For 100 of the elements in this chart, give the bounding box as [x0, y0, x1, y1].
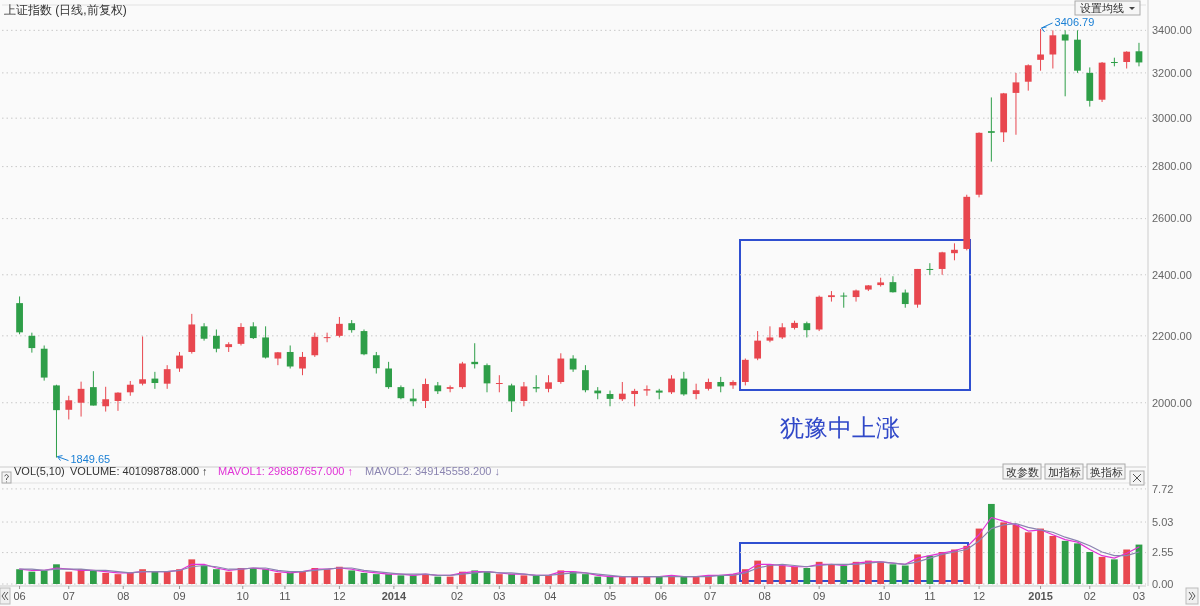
- x-tick-label: 12: [333, 590, 346, 602]
- bar: [877, 561, 885, 584]
- y-tick-label: 2000.00: [1152, 396, 1192, 409]
- candlestick: [163, 364, 171, 390]
- bar: [951, 549, 958, 584]
- x-tick-label: 10: [878, 590, 891, 602]
- bar: [495, 574, 503, 584]
- x-tick-label: 2015: [1028, 590, 1053, 602]
- x-tick-label: 03: [1132, 590, 1146, 602]
- bar: [176, 569, 183, 584]
- candlestick: [495, 374, 503, 393]
- bar: [1000, 522, 1008, 584]
- bar: [299, 571, 306, 584]
- bar: [1074, 543, 1081, 584]
- bar: [286, 572, 294, 584]
- bar: [262, 569, 269, 584]
- bar: [631, 576, 639, 584]
- annotation: VOLUME: 401098788.000 ↑: [70, 465, 208, 477]
- x-tick-label: 2014: [381, 590, 407, 602]
- bar: [213, 569, 220, 584]
- bar: [114, 574, 122, 584]
- bar: [889, 564, 897, 584]
- bar: [508, 574, 515, 584]
- y-tick-label: 3200.00: [1152, 66, 1192, 79]
- candlestick: [299, 351, 306, 376]
- bar: [139, 569, 146, 584]
- candlestick: [1024, 63, 1032, 92]
- candlestick: [286, 344, 294, 369]
- y-tick-label: 2600.00: [1152, 212, 1192, 225]
- candlestick: [336, 316, 343, 338]
- bar: [1049, 535, 1057, 584]
- chart-title: 上证指数 (日线,前复权): [4, 3, 127, 17]
- x-tick-label: 05: [603, 590, 617, 602]
- candlestick: [1061, 29, 1069, 97]
- candlestick: [926, 262, 934, 276]
- candlestick: [1049, 29, 1057, 70]
- bar: [422, 574, 429, 584]
- candlestick: [139, 335, 146, 386]
- candlestick: [987, 96, 995, 163]
- candlestick: [459, 361, 466, 390]
- bar: [692, 576, 700, 584]
- bar: [815, 561, 823, 584]
- annotation: 换指标: [1089, 465, 1123, 478]
- candlestick: [901, 289, 909, 309]
- bar: [582, 574, 589, 584]
- bar: [434, 576, 442, 584]
- candlestick: [520, 381, 528, 407]
- y-tick-label: 2800.00: [1152, 160, 1192, 173]
- annotation: MAVOL1: 298887657.000 ↑: [218, 465, 353, 477]
- candlestick: [766, 325, 774, 343]
- bar: [1110, 559, 1118, 584]
- x-tick-label: 07: [62, 590, 75, 602]
- x-tick-label: 09: [813, 590, 826, 602]
- annotation: MAVOL2: 349145558.200 ↓: [365, 465, 500, 477]
- bar: [1061, 540, 1069, 584]
- candlestick: [90, 370, 97, 407]
- x-tick-label: 03: [493, 590, 506, 602]
- candlestick: [65, 395, 73, 420]
- bar: [594, 576, 602, 584]
- x-tick-label: 04: [544, 590, 557, 602]
- candlestick: [262, 325, 269, 360]
- candlestick: [176, 351, 183, 373]
- x-tick-label: 06: [13, 590, 26, 602]
- y-tick-label: 2.55: [1152, 546, 1174, 559]
- bar: [520, 575, 528, 584]
- annotation: 设置均线: [1080, 2, 1124, 14]
- bar: [385, 574, 392, 584]
- x-tick-label: 12: [972, 590, 986, 602]
- bar: [963, 545, 971, 584]
- x-tick-label: 02: [1083, 590, 1096, 602]
- candlestick: [422, 378, 429, 409]
- annotation: 1849.65: [70, 452, 111, 465]
- bar: [126, 572, 134, 584]
- bar: [225, 571, 233, 584]
- bar: [249, 567, 257, 584]
- candlestick: [643, 384, 651, 397]
- candlestick: [372, 351, 380, 375]
- candlestick: [582, 364, 589, 393]
- bar: [938, 551, 946, 584]
- candlestick: [618, 381, 626, 402]
- bar: [926, 555, 934, 584]
- annotation: 犹豫中上涨: [780, 415, 900, 441]
- y-tick-label: 7.72: [1152, 482, 1174, 495]
- bar: [1024, 532, 1032, 584]
- x-tick-label: 08: [117, 590, 130, 602]
- y-tick-label: 0.00: [1152, 577, 1174, 590]
- bar: [1123, 549, 1131, 584]
- annotation: VOL(5,10): [14, 465, 65, 477]
- bar: [90, 570, 97, 584]
- bar: [1037, 528, 1044, 584]
- bar: [28, 571, 36, 584]
- candlestick: [754, 330, 762, 361]
- bar: [65, 571, 73, 584]
- y-tick-label: 2400.00: [1152, 268, 1192, 281]
- x-tick-label: 11: [279, 590, 291, 602]
- x-tick-label: 11: [924, 590, 936, 602]
- bar: [987, 503, 995, 584]
- candlestick: [446, 384, 454, 393]
- candlestick: [557, 352, 565, 385]
- candlestick: [692, 383, 700, 400]
